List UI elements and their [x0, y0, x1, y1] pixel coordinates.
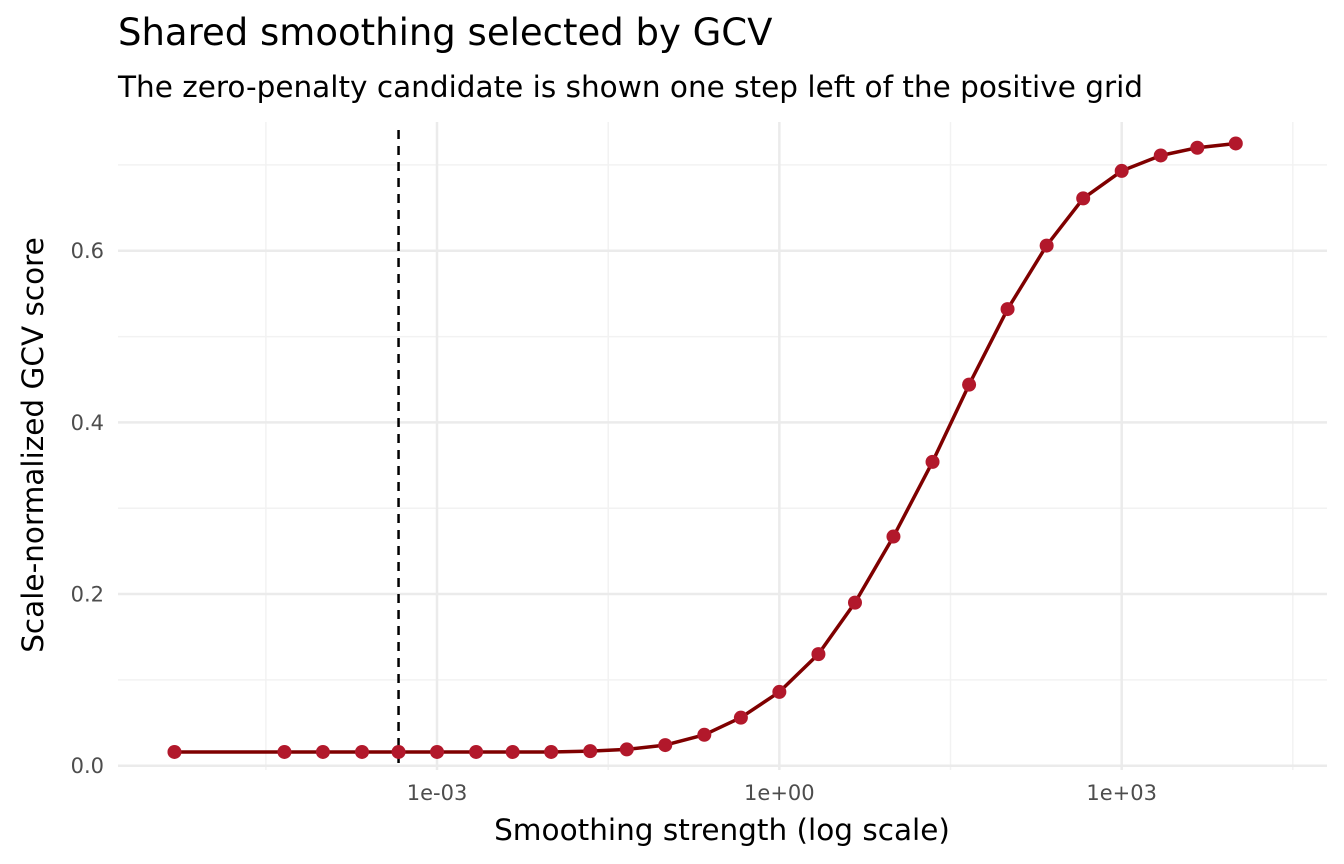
y-tick-label: 0.0: [71, 754, 104, 778]
gcv-data-point: [167, 744, 182, 759]
gcv-data-point: [1076, 191, 1091, 206]
gcv-data-point: [391, 744, 406, 759]
gcv-data-point: [811, 647, 826, 662]
gcv-data-point: [1114, 163, 1129, 178]
gcv-data-point: [925, 454, 940, 469]
gcv-data-point: [886, 529, 901, 544]
major-gridlines: [118, 122, 1327, 770]
gcv-data-point: [658, 738, 673, 753]
x-tick-label: 1e-03: [407, 781, 468, 805]
gcv-data-point: [1153, 148, 1168, 163]
chart-subtitle: The zero-penalty candidate is shown one …: [118, 70, 1143, 104]
gcv-data-point: [619, 742, 634, 757]
gcv-data-point: [277, 744, 292, 759]
gcv-data-point: [315, 744, 330, 759]
x-tick-labels: 1e-03 1e+00 1e+03: [407, 781, 1157, 805]
series-points-group: [167, 136, 1243, 759]
gcv-data-point: [772, 684, 787, 699]
y-tick-label: 0.2: [71, 583, 104, 607]
gcv-data-point: [583, 744, 598, 759]
gcv-data-point: [1190, 140, 1205, 155]
gcv-data-point: [354, 744, 369, 759]
chart-title: Shared smoothing selected by GCV: [118, 11, 773, 54]
gcv-data-point: [544, 744, 559, 759]
gcv-score-line: [174, 141, 1236, 754]
y-tick-labels: 0.0 0.2 0.4 0.6: [71, 239, 104, 778]
gcv-data-point: [430, 744, 445, 759]
gcv-data-point: [697, 727, 712, 742]
gcv-data-point: [962, 377, 977, 392]
gcv-data-point: [733, 710, 748, 725]
x-tick-label: 1e+00: [744, 781, 815, 805]
y-tick-label: 0.6: [71, 239, 104, 263]
gcv-data-point: [847, 595, 862, 610]
gcv-data-point: [1000, 302, 1015, 317]
x-axis-title: Smoothing strength (log scale): [494, 813, 950, 847]
gcv-data-point: [505, 744, 520, 759]
gcv-data-point: [1228, 136, 1243, 151]
series-line-group: [174, 141, 1236, 754]
minor-gridlines: [118, 122, 1327, 770]
gcv-data-point: [469, 744, 484, 759]
x-tick-label: 1e+03: [1086, 781, 1157, 805]
gcv-data-point: [1039, 238, 1054, 253]
y-tick-label: 0.4: [71, 411, 104, 435]
y-axis-title: Scale-normalized GCV score: [16, 237, 50, 653]
